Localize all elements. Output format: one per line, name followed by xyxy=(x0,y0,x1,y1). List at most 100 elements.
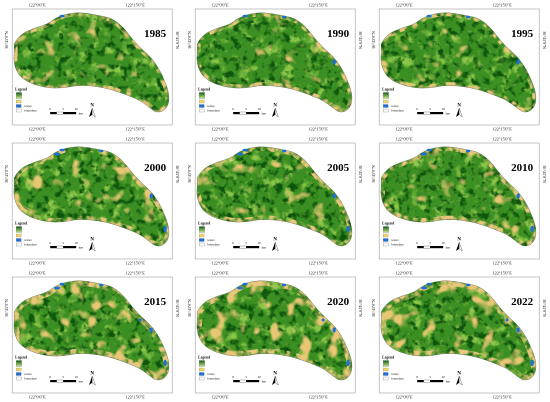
lon-label-east-bottom: 122°15'0"E xyxy=(309,261,329,266)
year-label: 2000 xyxy=(144,162,167,174)
scale-label: 10 xyxy=(258,107,262,111)
water-body xyxy=(54,152,61,156)
legend-title: Legend xyxy=(198,356,211,360)
scale-segment xyxy=(50,246,57,249)
lat-label-left: 36°45'0"N xyxy=(4,299,9,317)
scale-label: 0 xyxy=(49,375,51,379)
scale-segment xyxy=(56,111,64,115)
legend-swatch-water xyxy=(382,104,388,108)
lon-label-west-bottom: 122°0'0"E xyxy=(395,261,413,266)
legend-swatch-boundary xyxy=(199,376,205,381)
scale-segment xyxy=(246,246,260,249)
scale-bar: 0 5 10 km xyxy=(233,107,267,115)
scale-segment xyxy=(50,112,57,115)
lon-label-east-top: 122°15'0"E xyxy=(126,137,146,142)
legend-swatch-vegetation xyxy=(199,360,206,367)
scale-unit: km xyxy=(262,111,267,115)
scale-bar: 0 5 10 km xyxy=(416,375,450,383)
legend-swatch-water xyxy=(16,372,22,376)
legend-label-water: water xyxy=(391,104,399,108)
legend-swatch-boundary xyxy=(16,242,22,247)
north-label: N xyxy=(274,104,278,109)
lon-label-east-top: 122°15'0"E xyxy=(309,137,329,142)
lon-label-east-top: 122°15'0"E xyxy=(492,271,512,276)
lon-label-west-top: 122°0'0"E xyxy=(395,137,413,142)
map-panel: 122°0'0"E 122°15'0"E 122°0'0"E 122°15'0"… xyxy=(0,268,183,402)
water-body xyxy=(163,225,167,233)
north-label: N xyxy=(457,104,461,109)
year-label: 2020 xyxy=(327,296,350,308)
north-arrow-icon: N xyxy=(455,372,463,386)
scale-label: 5 xyxy=(429,241,431,245)
legend-swatch-vegetation xyxy=(382,360,389,367)
north-label: N xyxy=(90,372,94,377)
water-body xyxy=(426,282,432,286)
lon-label-east-bottom: 122°15'0"E xyxy=(492,395,512,400)
water-body xyxy=(163,359,167,367)
scale-bar: 0 5 10 km xyxy=(49,107,83,115)
legend-swatch-bare xyxy=(199,99,205,104)
north-arrow-icon: N xyxy=(455,104,463,118)
scale-segment xyxy=(56,245,64,249)
legend-swatch-bare xyxy=(16,367,22,372)
legend-swatch-bare xyxy=(199,367,205,372)
water-body xyxy=(465,149,471,153)
scale-bar: 0 5 10 km xyxy=(49,241,83,249)
water-body xyxy=(465,283,471,287)
lon-label-east-bottom: 122°15'0"E xyxy=(492,127,512,132)
scale-label: 10 xyxy=(441,107,445,111)
water-body xyxy=(346,359,351,367)
scale-segment xyxy=(429,246,443,249)
water-body xyxy=(242,14,249,18)
legend-swatch-bare xyxy=(16,99,22,104)
legend-swatch-water xyxy=(199,104,205,108)
legend-swatch-boundary xyxy=(382,108,388,113)
lon-label-east-top: 122°15'0"E xyxy=(126,271,146,276)
legend-label-water: water xyxy=(391,372,399,376)
year-label: 2010 xyxy=(511,162,534,174)
lon-label-east-bottom: 122°15'0"E xyxy=(126,395,146,400)
lat-label-right: 36°45'0"N xyxy=(542,165,547,183)
legend-label-boundary: boundary xyxy=(24,243,37,247)
scale-label: 5 xyxy=(62,107,64,111)
lon-label-east-top: 122°15'0"E xyxy=(492,137,512,142)
legend: Legend water boundary xyxy=(15,88,37,113)
lon-label-west-top: 122°0'0"E xyxy=(29,271,47,276)
legend-swatch-water xyxy=(382,238,388,242)
lat-label-left: 36°45'0"N xyxy=(187,165,192,183)
year-label: 1985 xyxy=(144,28,167,40)
north-label: N xyxy=(457,372,461,377)
map-panel: 122°0'0"E 122°15'0"E 122°0'0"E 122°15'0"… xyxy=(367,268,550,402)
lat-label-left: 36°45'0"N xyxy=(371,299,376,317)
lat-label-left: 36°45'0"N xyxy=(187,31,192,49)
water-body xyxy=(59,282,65,286)
scale-segment xyxy=(63,380,77,383)
lat-label-left: 36°45'0"N xyxy=(4,31,9,49)
water-body xyxy=(420,152,427,156)
scale-label: 10 xyxy=(74,241,78,245)
legend-label-boundary: boundary xyxy=(391,377,404,381)
legend-swatch-vegetation xyxy=(199,226,206,233)
water-body xyxy=(530,225,534,233)
lat-label-right: 36°45'0"N xyxy=(175,299,180,317)
scale-segment xyxy=(233,246,240,249)
legend-swatch-boundary xyxy=(199,242,205,247)
water-body xyxy=(237,152,244,156)
legend-title: Legend xyxy=(15,222,28,226)
scale-label: 5 xyxy=(246,107,248,111)
scale-segment xyxy=(246,380,260,383)
scale-label: 0 xyxy=(416,375,418,379)
north-arrow-icon: N xyxy=(88,372,96,386)
lon-label-east-top: 122°15'0"E xyxy=(309,3,329,8)
legend: Legend water boundary xyxy=(15,356,37,381)
lon-label-west-top: 122°0'0"E xyxy=(29,3,47,8)
north-arrow-icon: N xyxy=(272,372,279,386)
legend-swatch-boundary xyxy=(382,242,388,247)
legend-label-water: water xyxy=(391,238,399,242)
legend: Legend water boundary xyxy=(198,222,220,247)
map-panel: 122°0'0"E 122°15'0"E 122°0'0"E 122°15'0"… xyxy=(183,0,366,134)
water-body xyxy=(426,14,432,18)
scale-label: 0 xyxy=(49,107,51,111)
north-label: N xyxy=(274,238,278,243)
legend-swatch-water xyxy=(199,238,205,242)
